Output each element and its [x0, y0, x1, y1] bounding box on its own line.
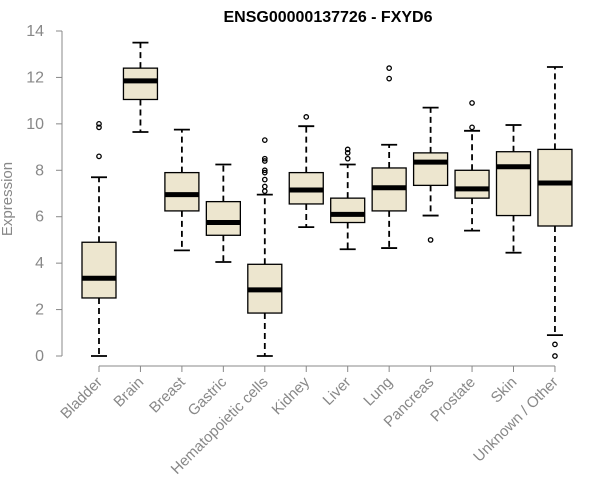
outlier-point: [261, 137, 268, 143]
box: [81, 241, 117, 299]
x-tick-label: Prostate: [427, 374, 479, 426]
box: [454, 169, 490, 199]
x-tick-label: Breast: [146, 373, 189, 416]
outlier-point: [261, 167, 268, 174]
boxes-group: [81, 41, 573, 359]
y-tick-label: 6: [35, 209, 44, 226]
outlier-point: [261, 169, 268, 176]
outlier-point: [552, 341, 558, 348]
x-tick-label: Liver: [320, 374, 355, 409]
y-axis: 0 2 4 6 8 10 12 14: [26, 23, 63, 365]
outlier-point: [386, 75, 392, 82]
x-tick-label: Lung: [360, 374, 396, 410]
outlier-point: [261, 183, 268, 190]
chart-title: ENSG00000137726 - FXYD6: [223, 9, 432, 26]
outlier-point: [303, 114, 310, 120]
outlier-point: [552, 353, 558, 359]
y-tick-label: 14: [26, 23, 44, 40]
outlier-point: [469, 124, 475, 131]
outlier-point: [427, 237, 434, 243]
outlier-point: [261, 158, 268, 164]
y-tick-label: 4: [35, 255, 44, 272]
x-tick-label: Brain: [110, 374, 147, 411]
outlier-point: [261, 176, 268, 183]
y-tick-label: 12: [26, 69, 44, 86]
x-tick-label: Bladder: [57, 374, 106, 423]
box: [495, 151, 532, 217]
outlier-point: [344, 150, 351, 156]
y-tick-label: 8: [35, 162, 44, 179]
box: [122, 67, 159, 101]
y-tick-label: 10: [26, 116, 44, 133]
outlier-point: [96, 153, 102, 160]
box: [537, 148, 573, 227]
outlier-point: [386, 65, 392, 71]
outlier-point: [344, 155, 351, 162]
outlier-point: [96, 121, 102, 127]
y-tick-label: 2: [35, 302, 44, 319]
box: [164, 171, 200, 212]
y-axis-label: Expression: [0, 162, 16, 236]
outlier-point: [469, 100, 475, 106]
outlier-point: [261, 155, 268, 162]
outlier-point: [96, 124, 102, 131]
box: [330, 197, 366, 224]
x-tick-label: Skin: [488, 374, 521, 407]
box: [412, 152, 449, 187]
x-tick-label: Kidney: [269, 373, 314, 418]
outlier-point: [344, 146, 351, 153]
box: [205, 200, 242, 236]
outlier-point: [261, 188, 268, 195]
y-tick-label: 0: [35, 348, 44, 365]
